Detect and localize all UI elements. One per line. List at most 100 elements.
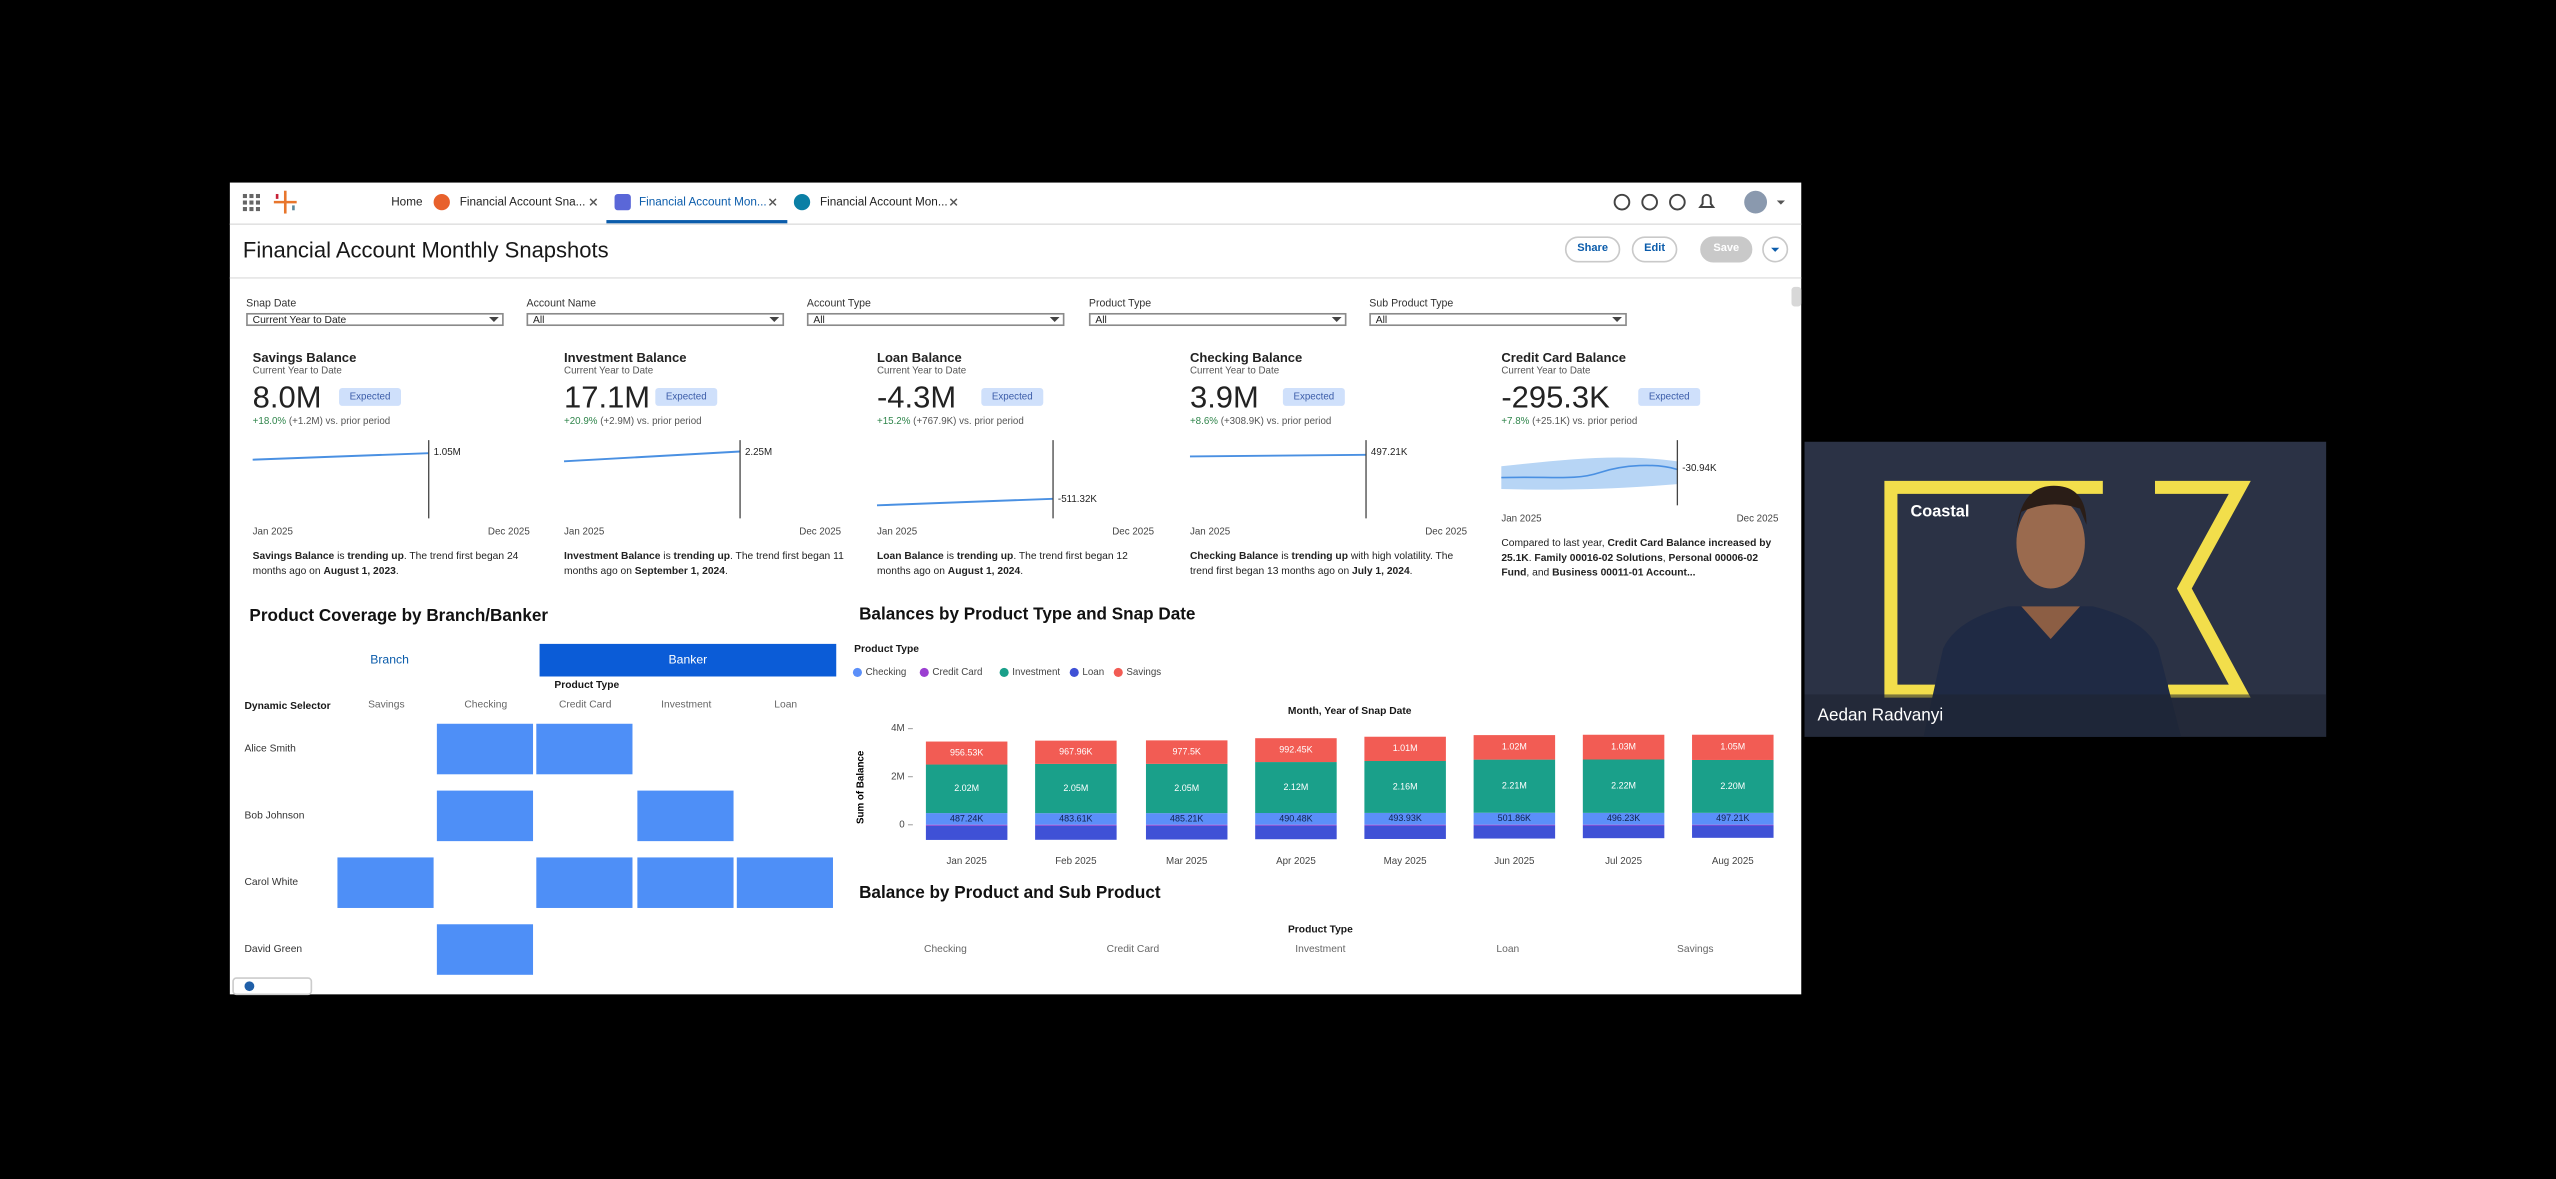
participant-name: Aedan Radvanyi — [1817, 705, 1944, 725]
tableau-logo — [273, 190, 297, 214]
legend-swatch — [999, 667, 1009, 677]
bar-segment — [1364, 824, 1446, 826]
row-header: David Green — [244, 943, 303, 955]
kpi-narrative: Savings Balance is trending up. The tren… — [253, 549, 537, 578]
value-label: 483.61K — [1059, 813, 1092, 823]
kpi-change-pct: +8.6% — [1189, 417, 1218, 428]
narrative-segment: Business 00011-01 Account... — [1552, 567, 1696, 579]
bar-segment — [1145, 763, 1228, 814]
tab-icon — [614, 193, 631, 211]
sparkline-end-label: -30.94K — [1682, 464, 1717, 475]
filter-label: Snap Date — [246, 297, 297, 310]
dropdown-arrow — [1612, 317, 1622, 322]
kpi-title: Loan Balance — [876, 350, 962, 366]
toggle-button[interactable]: Branch — [241, 643, 538, 677]
kpi-badge: Expected — [339, 387, 402, 406]
tab-icon — [793, 193, 811, 211]
tab-home[interactable]: Home — [391, 194, 423, 210]
kpi-change-note: (+308.9K) vs. prior period — [1220, 417, 1332, 428]
viz-badge — [232, 977, 313, 996]
filter-label: Account Name — [526, 297, 597, 310]
kpi-narrative: Compared to last year, Credit Card Balan… — [1501, 536, 1785, 580]
heatmap-cell — [737, 924, 833, 975]
value-label: 956.53K — [950, 747, 983, 757]
person-neck — [2021, 606, 2081, 639]
heatmap-cell — [637, 724, 733, 775]
value-label: 1.05M — [1720, 742, 1745, 752]
narrative-segment: Loan Balance — [876, 550, 944, 563]
filter-dropdown[interactable]: All — [1088, 312, 1347, 327]
kpi-change-note: (+767.9K) vs. prior period — [913, 417, 1024, 428]
filter-dropdown[interactable]: All — [1369, 312, 1627, 327]
heatmap-cell — [437, 857, 533, 908]
legend-label: Loan — [1082, 667, 1105, 678]
y-tick-label: 0 — [899, 819, 905, 830]
sparkline-start: Jan 2025 — [1501, 515, 1542, 525]
bar-segment — [1582, 812, 1665, 825]
bar-segment — [1145, 824, 1228, 826]
section-title: Balance by Product and Sub Product — [859, 883, 1161, 903]
tab[interactable]: Financial Account Mon... — [819, 194, 948, 210]
filter-dropdown[interactable]: All — [806, 312, 1065, 327]
toggle-button[interactable]: Banker — [539, 643, 837, 677]
value-label: 501.86K — [1498, 813, 1531, 823]
sparkline-start: Jan 2025 — [876, 528, 918, 538]
kpi-narrative: Investment Balance is trending up. The t… — [564, 549, 848, 578]
narrative-segment: September 1, 2024 — [634, 565, 725, 578]
button[interactable]: Share — [1564, 236, 1621, 263]
y-tick-label: 4M — [891, 723, 905, 734]
x-tick-label: May 2025 — [1383, 857, 1427, 868]
narrative-segment: . — [1409, 565, 1413, 578]
value-label: 2.12M — [1283, 782, 1308, 792]
bar-segment — [1035, 763, 1117, 814]
filter-dropdown[interactable]: All — [526, 312, 785, 327]
chart-title: Balances by Product Type and Snap Date — [859, 604, 1196, 624]
tab[interactable]: Financial Account Mon... — [638, 194, 767, 210]
row-header: Bob Johnson — [244, 809, 305, 822]
kpi-change: +15.2% (+767.9K) vs. prior period — [877, 417, 1024, 427]
kpi-title: Checking Balance — [1189, 350, 1303, 366]
value-label: 497.21K — [1716, 813, 1749, 823]
filter-label: Sub Product Type — [1369, 297, 1454, 310]
avatar[interactable] — [1744, 190, 1768, 214]
kpi-change-pct: +15.2% — [876, 417, 911, 428]
app-launcher[interactable] — [242, 193, 261, 212]
brand-logo: Coastal — [1910, 503, 1970, 522]
column-header: Investment — [661, 699, 712, 711]
legend-swatch — [1113, 667, 1123, 677]
legend-swatch — [919, 667, 929, 677]
kpi-change: +18.0% (+1.2M) vs. prior period — [253, 417, 391, 427]
column-header: Checking — [464, 699, 508, 711]
y-axis-title: Sum of Balance — [855, 750, 866, 824]
person-head — [2016, 497, 2085, 589]
value-label: 2.05M — [1063, 783, 1088, 793]
tab[interactable]: Financial Account Sna... — [459, 194, 586, 210]
row-header: Carol White — [244, 876, 299, 889]
value-label: 967.96K — [1059, 747, 1092, 757]
value-label: 2.05M — [1174, 783, 1199, 793]
utility-icons[interactable] — [1613, 193, 1716, 211]
avatar-menu[interactable] — [1776, 200, 1785, 205]
bar-segment — [1035, 824, 1117, 826]
name-backdrop — [1804, 694, 2327, 737]
bar-segment — [1473, 812, 1556, 825]
x-tick-label: Jul 2025 — [1605, 857, 1643, 868]
bar-segment — [925, 825, 1008, 840]
button[interactable]: Save — [1700, 236, 1753, 263]
narrative-segment: . The trend first began 11 months ago on — [564, 550, 844, 578]
button[interactable]: Edit — [1631, 236, 1678, 263]
filter-dropdown[interactable]: Current Year to Date — [246, 312, 504, 327]
dropdown-arrow — [769, 317, 780, 322]
kpi-period: Current Year to Date — [564, 366, 654, 377]
kpi-value: 8.0M — [252, 380, 322, 415]
narrative-segment: . — [1020, 565, 1024, 578]
more-actions-arrow — [1771, 247, 1780, 252]
sparkline — [1189, 453, 1367, 458]
scrollbar[interactable] — [1791, 286, 1802, 307]
narrative-segment: is — [334, 550, 348, 563]
tab-close-icons[interactable] — [589, 198, 958, 206]
bar-segment — [1364, 736, 1446, 762]
narrative-segment: Family 00016-02 Solutions — [1534, 552, 1663, 565]
value-label: 493.93K — [1388, 813, 1421, 823]
legend-label: Checking — [865, 667, 907, 678]
